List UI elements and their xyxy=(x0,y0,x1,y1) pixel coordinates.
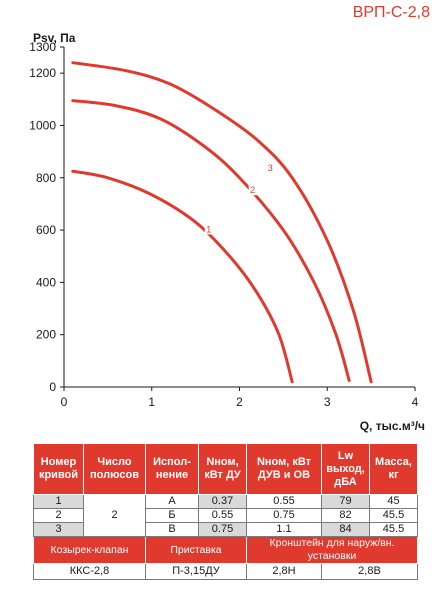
cell-lw: 84 xyxy=(321,522,370,537)
cell-curve: 1 xyxy=(33,494,84,509)
cell-version: В xyxy=(145,522,199,537)
header-power-duv: Nном, кВт ДУВ и ОВ xyxy=(246,443,322,495)
cell-curve: 3 xyxy=(33,522,84,537)
table-row: 2 Б 0.55 0.75 82 45.5 xyxy=(33,508,418,523)
curve-2 xyxy=(71,99,351,382)
model-title: ВРП-С-2,8 xyxy=(352,4,430,21)
y-tick-label: 1000 xyxy=(29,118,56,132)
accessory-header-row: Козырек-клапан Приставка Кронштейн для н… xyxy=(33,536,418,564)
cell-mass: 45 xyxy=(369,494,418,509)
y-tick-label: 1300 xyxy=(29,40,56,54)
cell-power-du: 0.55 xyxy=(198,508,247,523)
accessory-value-row: ККС-2,8 П-3,15ДУ 2,8Н 2,8В xyxy=(33,563,418,580)
header-version: Испол-нение xyxy=(145,443,199,495)
cell-power-du: 0.37 xyxy=(198,494,247,509)
x-tick-label: 4 xyxy=(412,395,419,409)
header-lw: Lw выход, дБА xyxy=(321,443,370,495)
accessory-bracket-outdoor: 2,8Н xyxy=(246,563,322,580)
table-row: 3 В 0.75 1.1 84 45.5 xyxy=(33,522,418,537)
cell-lw: 79 xyxy=(321,494,370,509)
cell-power-duv: 0.55 xyxy=(246,494,322,509)
chart-series: 1 2 3 xyxy=(71,61,373,384)
cell-version: А xyxy=(145,494,199,509)
cell-version: Б xyxy=(145,508,199,523)
chart-axes: 0 1 2 3 4 0 200 400 600 800 1000 1200 1300 xyxy=(29,40,418,409)
cell-power-du: 0.75 xyxy=(198,522,247,537)
y-tick-label: 0 xyxy=(49,380,56,394)
curve-label: 1 xyxy=(206,224,211,234)
cell-curve: 2 xyxy=(33,508,84,523)
table-row: 1 2 А 0.37 0.55 79 45 xyxy=(33,494,418,537)
y-tick-label: 600 xyxy=(36,223,56,237)
accessory-header-visor: Козырек-клапан xyxy=(33,536,146,564)
cell-power-duv: 0.75 xyxy=(246,508,322,523)
spec-header-row: Номер кривой Число полюсов Испол-нение N… xyxy=(33,443,418,495)
curve-3 xyxy=(71,61,373,384)
accessory-header-attachment: Приставка xyxy=(145,536,247,564)
x-tick-label: 1 xyxy=(148,395,155,409)
y-tick-label: 1200 xyxy=(29,66,56,80)
header-poles: Число полюсов xyxy=(83,443,146,495)
x-tick-label: 2 xyxy=(236,395,243,409)
curve-label-bg xyxy=(248,184,258,196)
performance-chart: 0 1 2 3 4 0 200 400 600 800 1000 1200 1300 1 2 3 Psv, … xyxy=(29,31,425,433)
header-curve: Номер кривой xyxy=(33,443,84,495)
y-tick-label: 400 xyxy=(36,275,56,289)
curve-1 xyxy=(71,169,294,384)
spec-table: Номер кривой Число полюсов Испол-нение N… xyxy=(33,443,418,580)
cell-mass: 45.5 xyxy=(369,522,418,537)
x-tick-label: 3 xyxy=(324,395,331,409)
accessory-header-bracket: Кронштейн для наруж/вн. установки xyxy=(246,536,418,564)
header-power-du: Nном, кВт ДУ xyxy=(198,443,247,495)
cell-lw: 82 xyxy=(321,508,370,523)
curve-label-bg xyxy=(266,161,276,173)
y-axis-label: Psv, Па xyxy=(33,31,76,45)
curve-label: 3 xyxy=(268,163,273,173)
accessory-visor: ККС-2,8 xyxy=(33,563,146,580)
x-axis-label: Q, тыс.м³/ч xyxy=(360,419,425,433)
curve-label: 2 xyxy=(250,185,255,195)
header-mass: Масса, кг xyxy=(369,443,418,495)
cell-power-duv: 1.1 xyxy=(246,522,322,537)
accessory-bracket-indoor: 2,8В xyxy=(321,563,418,580)
accessory-attachment: П-3,15ДУ xyxy=(145,563,247,580)
cell-poles: 2 xyxy=(83,494,146,537)
x-tick-label: 0 xyxy=(61,395,68,409)
curve-label-bg xyxy=(204,223,214,235)
y-tick-label: 200 xyxy=(36,328,56,342)
y-tick-label: 800 xyxy=(36,171,56,185)
cell-mass: 45.5 xyxy=(369,508,418,523)
